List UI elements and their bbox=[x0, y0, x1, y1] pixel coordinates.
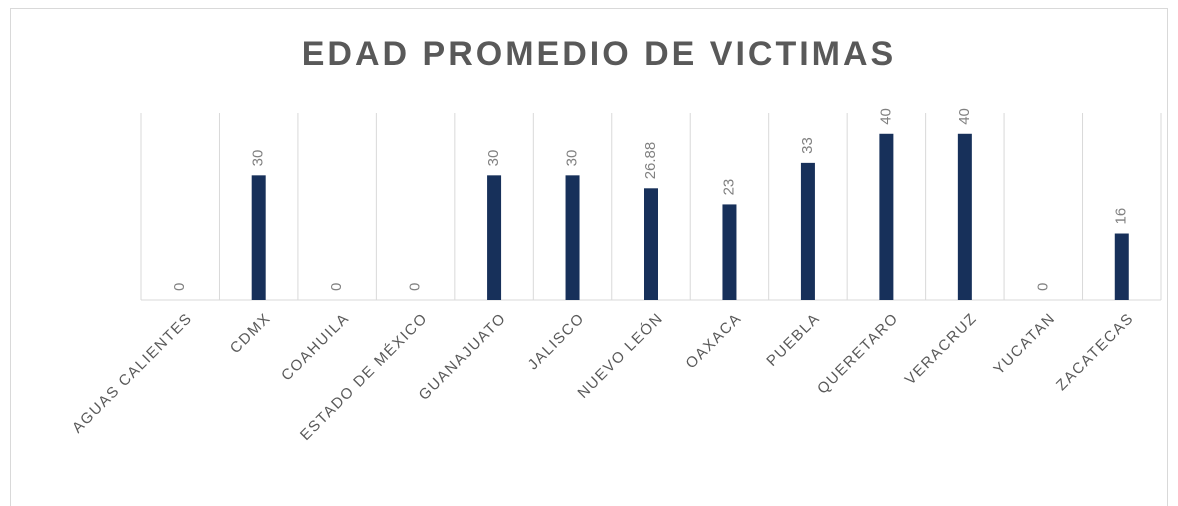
value-label: 33 bbox=[799, 137, 816, 154]
bar bbox=[487, 175, 502, 300]
bar bbox=[565, 175, 580, 300]
bar bbox=[957, 133, 972, 300]
value-label: 26.88 bbox=[642, 142, 659, 180]
bar bbox=[722, 204, 737, 300]
value-label: 30 bbox=[564, 150, 581, 167]
value-label: 40 bbox=[877, 108, 894, 125]
value-label: 40 bbox=[956, 108, 973, 125]
bar bbox=[800, 162, 815, 300]
chart-frame bbox=[10, 8, 1168, 506]
bar bbox=[879, 133, 894, 300]
value-label: 30 bbox=[250, 150, 267, 167]
value-label: 23 bbox=[720, 179, 737, 196]
value-label: 0 bbox=[171, 283, 188, 291]
bar bbox=[251, 175, 266, 300]
bar bbox=[1114, 233, 1129, 300]
chart-title: EDAD PROMEDIO DE VICTIMAS bbox=[302, 35, 896, 73]
value-label: 0 bbox=[407, 283, 424, 291]
value-label: 0 bbox=[328, 283, 345, 291]
value-label: 0 bbox=[1034, 283, 1051, 291]
value-label: 16 bbox=[1113, 208, 1130, 225]
bar bbox=[644, 188, 658, 300]
value-label: 30 bbox=[485, 150, 502, 167]
